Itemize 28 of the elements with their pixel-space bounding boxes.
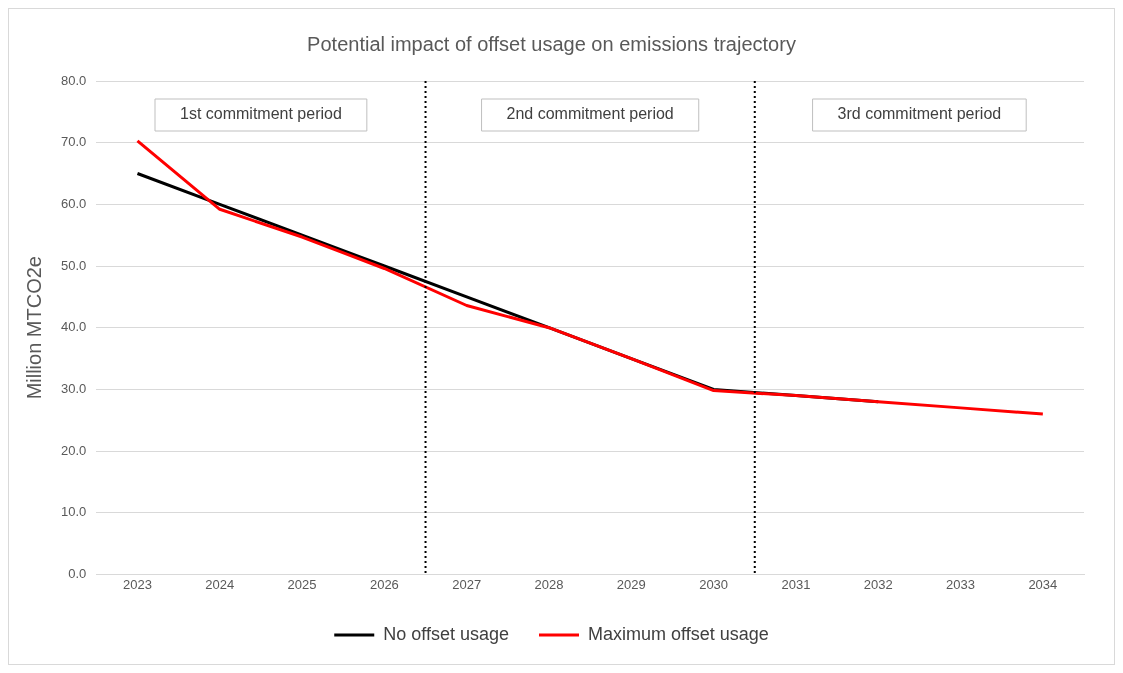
x-tick-label: 2029 [616,576,646,592]
y-tick-label: 60.0 [60,195,87,211]
x-tick-label: 2031 [781,576,811,592]
y-tick-label: 40.0 [60,319,87,335]
x-tick-label: 2033 [946,576,975,592]
y-axis-title: Million MTCO2e [22,256,45,400]
x-tick-label: 2028 [534,576,564,592]
y-tick-label: 70.0 [60,134,87,150]
x-tick-label: 2024 [205,576,235,592]
x-tick-label: 2027 [452,576,482,592]
annotation: 3rd commitment period [837,105,1002,123]
x-tick-label: 2023 [122,576,152,592]
y-tick-label: 10.0 [60,504,87,520]
x-tick-label: 2025 [287,576,317,592]
chart-title: Potential impact of offset usage on emissions trajectory [307,32,796,55]
y-tick-label: 0.0 [68,565,87,581]
annotation: 1st commitment period [180,105,342,123]
x-tick-label: 2030 [699,576,729,592]
x-tick-label: 2032 [863,576,893,592]
x-tick-label: 2026 [369,576,399,592]
y-tick-label: 80.0 [60,72,87,88]
legend-label: Maximum offset usage [588,623,769,644]
annotation: 2nd commitment period [506,105,674,123]
x-tick-label: 2034 [1028,576,1058,592]
y-tick-label: 20.0 [60,442,87,458]
y-tick-label: 30.0 [60,380,87,396]
y-tick-label: 50.0 [60,257,87,273]
legend-label: No offset usage [383,623,510,644]
